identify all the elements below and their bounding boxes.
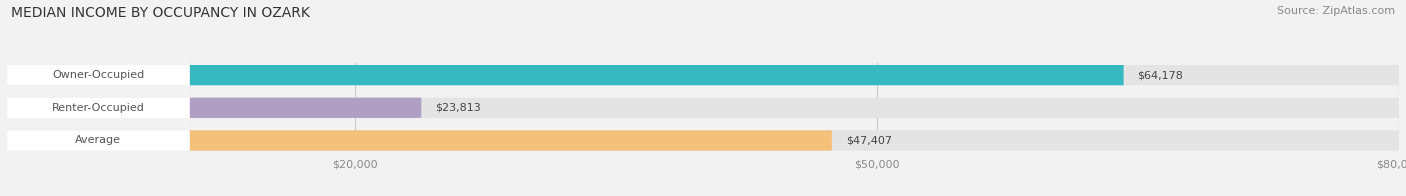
FancyBboxPatch shape xyxy=(7,17,190,196)
Text: MEDIAN INCOME BY OCCUPANCY IN OZARK: MEDIAN INCOME BY OCCUPANCY IN OZARK xyxy=(11,6,311,20)
FancyBboxPatch shape xyxy=(7,49,190,196)
FancyBboxPatch shape xyxy=(190,0,1123,166)
Text: Renter-Occupied: Renter-Occupied xyxy=(52,103,145,113)
FancyBboxPatch shape xyxy=(7,0,190,166)
FancyBboxPatch shape xyxy=(7,49,1399,196)
FancyBboxPatch shape xyxy=(190,17,422,196)
FancyBboxPatch shape xyxy=(190,49,832,196)
Text: $47,407: $47,407 xyxy=(846,135,891,145)
Text: Source: ZipAtlas.com: Source: ZipAtlas.com xyxy=(1277,6,1395,16)
Text: Owner-Occupied: Owner-Occupied xyxy=(52,70,145,80)
Text: $64,178: $64,178 xyxy=(1137,70,1184,80)
FancyBboxPatch shape xyxy=(7,17,1399,196)
Text: $23,813: $23,813 xyxy=(436,103,481,113)
Text: Average: Average xyxy=(76,135,121,145)
FancyBboxPatch shape xyxy=(7,0,1399,166)
